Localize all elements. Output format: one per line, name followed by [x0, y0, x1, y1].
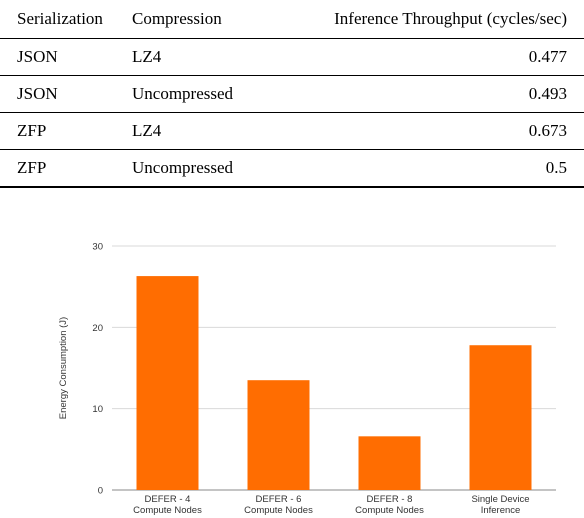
y-tick-label: 20 — [92, 323, 103, 334]
cell-compression: LZ4 — [132, 47, 162, 66]
cell-throughput: 0.673 — [528, 121, 567, 140]
bar — [136, 276, 199, 490]
y-axis-label: Energy Consumption (J) — [58, 317, 69, 419]
cell-serialization: JSON — [17, 47, 58, 66]
cell-compression: LZ4 — [132, 121, 162, 140]
table-row: JSON Uncompressed 0.493 — [0, 76, 584, 113]
x-tick-label: DEFER - 4 Compute Nodes — [133, 494, 202, 516]
results-table: Serialization Compression Inference Thro… — [0, 0, 584, 188]
x-tick-label: DEFER - 6 Compute Nodes — [244, 494, 313, 516]
bar — [358, 436, 421, 490]
table-row: ZFP Uncompressed 0.5 — [0, 150, 584, 187]
header-serialization: Serialization — [17, 9, 103, 28]
table-header-row: Serialization Compression Inference Thro… — [0, 0, 584, 39]
cell-serialization: JSON — [17, 84, 58, 103]
header-throughput: Inference Throughput (cycles/sec) — [334, 9, 567, 28]
energy-bar-chart: 0 10 20 30 DEFER - 4 Compute Nodes DEFER - 6 Co… — [58, 242, 556, 516]
cell-serialization: ZFP — [17, 158, 47, 177]
y-tick-label: 10 — [92, 404, 103, 415]
bar — [247, 380, 310, 490]
table-row: JSON LZ4 0.477 — [0, 39, 584, 76]
bar — [469, 345, 532, 490]
table-row: ZFP LZ4 0.673 — [0, 113, 584, 150]
cell-throughput: 0.477 — [528, 47, 567, 66]
cell-throughput: 0.5 — [545, 158, 567, 177]
cell-throughput: 0.493 — [528, 84, 567, 103]
cell-serialization: ZFP — [17, 121, 47, 140]
x-tick-label: Single Device Inference — [471, 494, 529, 516]
x-tick-label: DEFER - 8 Compute Nodes — [355, 494, 424, 516]
y-tick-label: 0 — [98, 486, 103, 497]
cell-compression: Uncompressed — [132, 158, 234, 177]
y-tick-label: 30 — [92, 242, 103, 253]
cell-compression: Uncompressed — [132, 84, 234, 103]
header-compression: Compression — [132, 9, 222, 28]
